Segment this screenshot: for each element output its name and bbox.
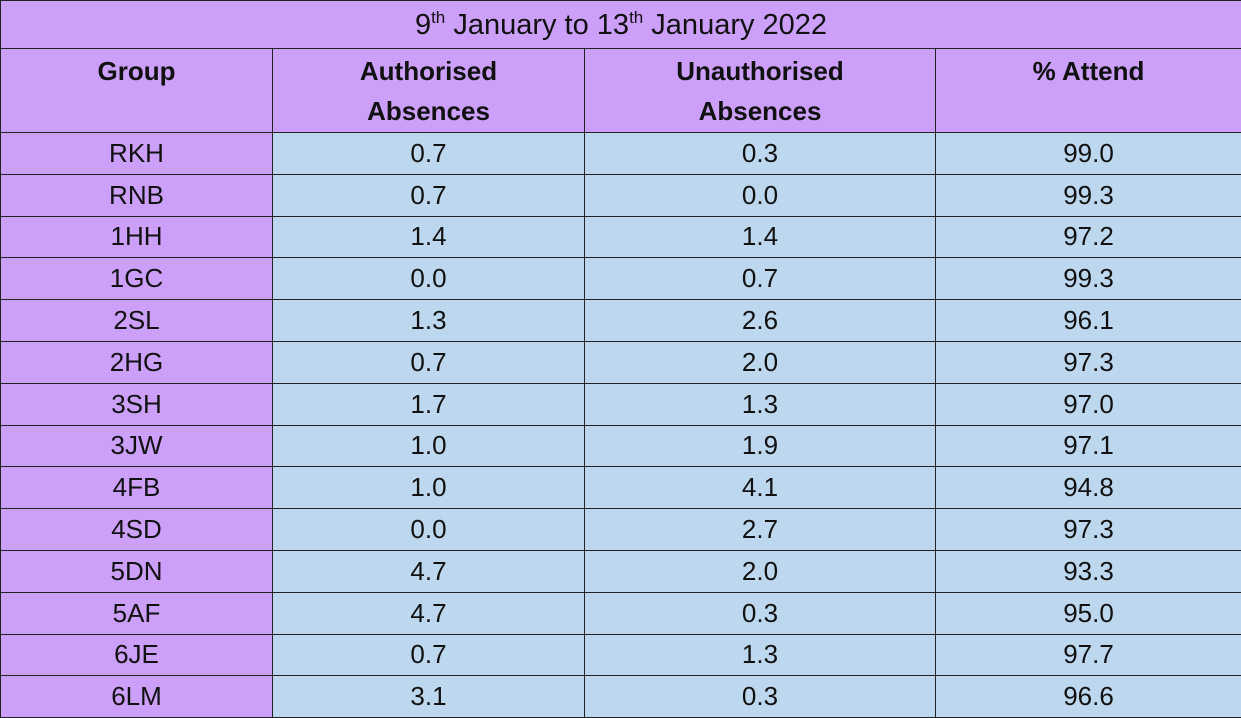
group-cell: RKH [1,133,273,175]
column-header: % Attend [936,49,1241,133]
value-cell: 0.0 [273,258,585,300]
value-cell: 97.1 [936,425,1241,467]
column-header-text: Unauthorised [676,56,844,86]
value-cell: 97.3 [936,509,1241,551]
value-cell: 0.3 [585,676,936,718]
value-cell: 0.3 [585,592,936,634]
value-cell: 2.7 [585,509,936,551]
column-header-text: Authorised [360,56,497,86]
value-cell: 97.2 [936,216,1241,258]
header-row: Group Authorised Absences Unauthorised Absen… [1,49,1241,133]
value-cell: 94.8 [936,467,1241,509]
value-cell: 0.0 [273,509,585,551]
value-cell: 1.4 [273,216,585,258]
value-cell: 99.3 [936,258,1241,300]
value-cell: 0.7 [585,258,936,300]
group-cell: 1GC [1,258,273,300]
value-cell: 0.7 [273,174,585,216]
value-cell: 1.9 [585,425,936,467]
column-header-text: Absences [367,96,490,126]
value-cell: 1.4 [585,216,936,258]
column-header: Unauthorised Absences [585,49,936,133]
value-cell: 1.3 [585,383,936,425]
value-cell: 4.7 [273,592,585,634]
group-cell: 6LM [1,676,273,718]
value-cell: 2.6 [585,300,936,342]
column-header-text: % Attend [1033,56,1145,86]
table-title: 9th January to 13th January 2022 [1,1,1241,49]
group-cell: 3SH [1,383,273,425]
value-cell: 2.0 [585,550,936,592]
value-cell: 3.1 [273,676,585,718]
group-cell: 1HH [1,216,273,258]
value-cell: 0.0 [585,174,936,216]
group-cell: 6JE [1,634,273,676]
value-cell: 0.7 [273,634,585,676]
group-cell: 2SL [1,300,273,342]
value-cell: 1.0 [273,425,585,467]
column-header: Group [1,49,273,133]
column-header-text: Group [98,56,176,86]
group-cell: 5AF [1,592,273,634]
value-cell: 96.1 [936,300,1241,342]
value-cell: 99.0 [936,133,1241,175]
value-cell: 1.0 [273,467,585,509]
title-superscript: th [431,8,445,27]
value-cell: 0.7 [273,133,585,175]
value-cell: 4.1 [585,467,936,509]
value-cell: 4.7 [273,550,585,592]
value-cell: 97.7 [936,634,1241,676]
value-cell: 1.3 [273,300,585,342]
group-cell: 5DN [1,550,273,592]
value-cell: 97.0 [936,383,1241,425]
title-text: January to 13 [445,9,629,41]
group-cell: RNB [1,174,273,216]
title-text: January 2022 [643,9,827,41]
title-superscript: th [629,8,643,27]
group-cell: 2HG [1,341,273,383]
column-header: Authorised Absences [273,49,585,133]
value-cell: 97.3 [936,341,1241,383]
value-cell: 2.0 [585,341,936,383]
value-cell: 95.0 [936,592,1241,634]
value-cell: 93.3 [936,550,1241,592]
column-header-text: Absences [699,96,822,126]
group-cell: 3JW [1,425,273,467]
group-cell: 4SD [1,509,273,551]
value-cell: 96.6 [936,676,1241,718]
value-cell: 99.3 [936,174,1241,216]
title-text: 9 [415,9,431,41]
value-cell: 1.3 [585,634,936,676]
value-cell: 1.7 [273,383,585,425]
value-cell: 0.3 [585,133,936,175]
value-cell: 0.7 [273,341,585,383]
group-cell: 4FB [1,467,273,509]
